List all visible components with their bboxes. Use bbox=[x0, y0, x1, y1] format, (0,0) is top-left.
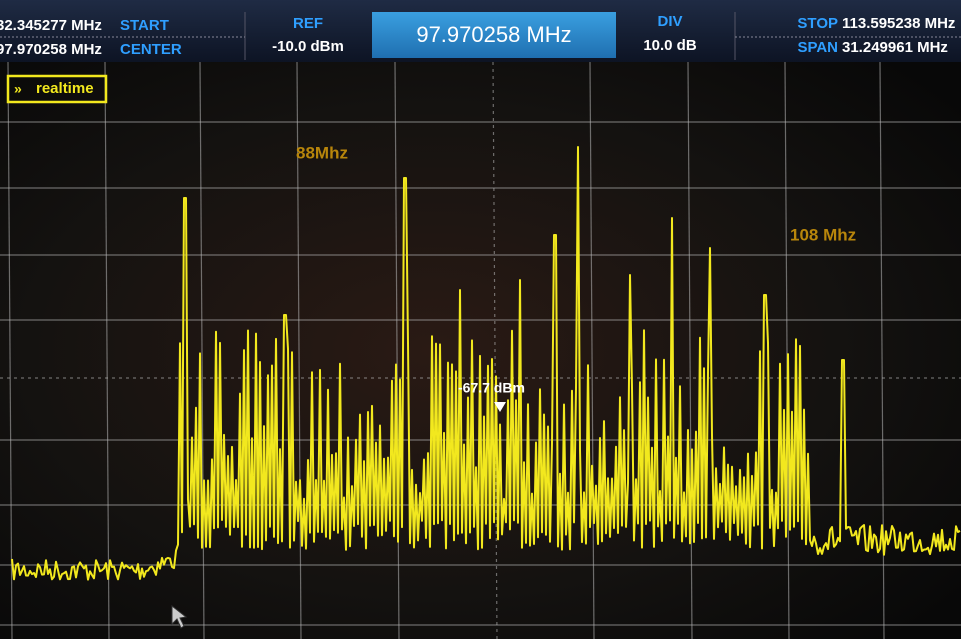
marker-readout: -67.7 dBm bbox=[458, 380, 525, 396]
mode-icon: » bbox=[14, 81, 22, 97]
cursor bbox=[171, 604, 188, 629]
grid-line bbox=[296, 61, 302, 639]
start-freq: 32.345277 MHz bbox=[0, 17, 102, 34]
center-label: CENTER bbox=[120, 41, 182, 58]
spectrum-trace bbox=[11, 146, 961, 581]
ref-value: -10.0 dBm bbox=[272, 38, 344, 55]
marker bbox=[494, 402, 506, 412]
span-value: 31.249961 MHz bbox=[842, 39, 948, 56]
grid-line bbox=[7, 61, 13, 639]
span-label: SPAN bbox=[797, 39, 838, 56]
mode-label: realtime bbox=[36, 80, 94, 97]
grid-line bbox=[492, 61, 498, 639]
center-freq: 97.970258 MHz bbox=[0, 41, 102, 58]
center-frequency: 97.970258 MHz bbox=[416, 22, 571, 47]
grid-line bbox=[199, 61, 205, 639]
stop-label: STOP bbox=[797, 15, 838, 32]
stop-value: 113.595238 MHz bbox=[842, 15, 955, 32]
div-label: DIV bbox=[657, 13, 682, 30]
grid-line bbox=[784, 61, 790, 639]
grid-line bbox=[589, 61, 595, 639]
grid-line bbox=[394, 61, 400, 639]
mode-badge bbox=[6, 74, 108, 104]
annotation: 108 Mhz bbox=[790, 225, 856, 244]
annotation: 88Mhz bbox=[296, 143, 348, 162]
center-box bbox=[372, 12, 616, 58]
ref-label: REF bbox=[293, 15, 323, 32]
grid-line bbox=[104, 61, 110, 639]
start-label: START bbox=[120, 17, 169, 34]
div-value: 10.0 dB bbox=[643, 37, 697, 54]
grid-line bbox=[687, 61, 693, 639]
